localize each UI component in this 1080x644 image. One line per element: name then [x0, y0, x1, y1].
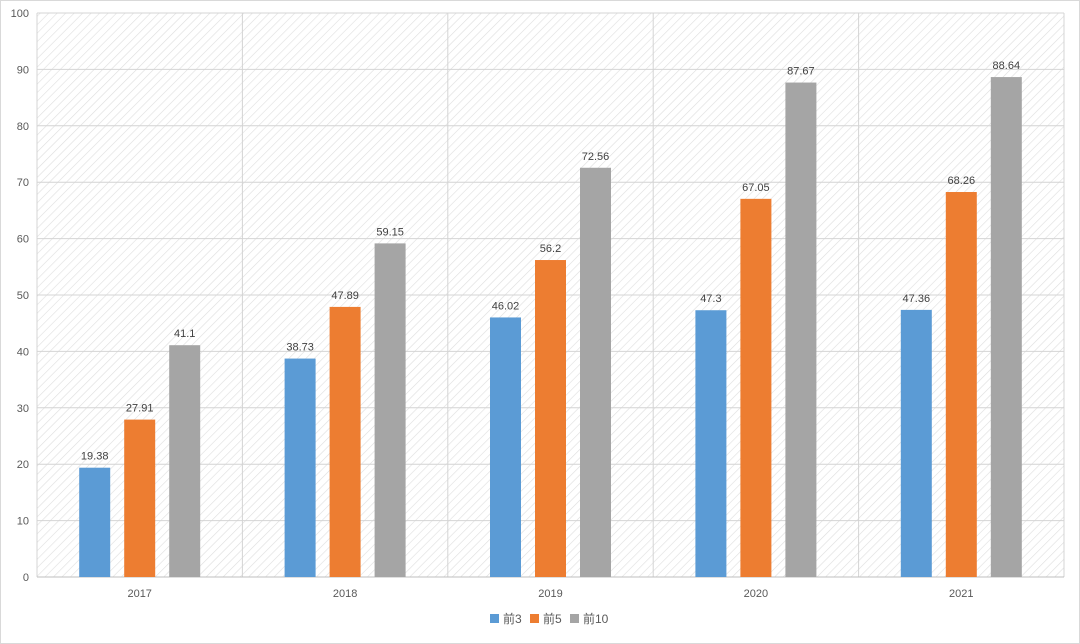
x-tick-label: 2020	[744, 588, 768, 600]
data-label: 47.89	[331, 290, 359, 302]
y-tick-label: 90	[17, 64, 29, 76]
y-tick-label: 60	[17, 234, 29, 246]
data-label: 46.02	[492, 300, 520, 312]
data-label: 59.15	[376, 226, 404, 238]
bar	[695, 310, 727, 577]
bar	[284, 358, 316, 577]
bar	[785, 82, 817, 577]
bar	[535, 260, 566, 577]
y-tick-label: 50	[17, 290, 29, 302]
x-tick-label: 2021	[949, 588, 973, 600]
legend-label: 前3	[503, 611, 522, 626]
data-label: 88.64	[993, 60, 1021, 72]
legend-swatch	[570, 614, 579, 623]
legend-label: 前10	[583, 611, 609, 626]
x-tick-label: 2017	[127, 588, 151, 600]
y-tick-label: 40	[17, 346, 29, 358]
data-label: 72.56	[582, 151, 610, 163]
bar	[490, 317, 521, 577]
data-label: 38.73	[286, 342, 314, 354]
data-labels: 19.38 27.91 41.1 38.73 47.89 59.15 46.02 56.2 72…	[81, 60, 1020, 463]
bar	[900, 309, 932, 577]
bar	[740, 198, 772, 577]
bar	[79, 467, 111, 577]
data-label: 47.36	[903, 293, 931, 305]
bars	[79, 77, 1022, 578]
y-tick-label: 30	[17, 403, 29, 415]
data-label: 47.3	[700, 293, 721, 305]
bar	[169, 345, 201, 577]
x-tick-label: 2018	[333, 588, 357, 600]
data-label: 67.05	[742, 182, 770, 194]
data-label: 19.38	[81, 451, 109, 463]
y-tick-label: 100	[11, 8, 29, 20]
legend: 前3 前5 前10	[490, 611, 609, 626]
data-label: 56.2	[540, 243, 561, 255]
y-tick-label: 80	[17, 121, 29, 133]
data-label: 41.1	[174, 328, 195, 340]
bar	[580, 167, 611, 577]
legend-swatch	[530, 614, 539, 623]
bar	[374, 243, 406, 578]
bar	[329, 306, 361, 577]
data-label: 68.26	[948, 175, 976, 187]
bar	[124, 419, 156, 577]
y-tick-label: 20	[17, 459, 29, 471]
legend-swatch	[490, 614, 499, 623]
y-tick-label: 10	[17, 516, 29, 528]
x-axis: 2017 2018 2019 2020 2021	[127, 588, 973, 600]
x-tick-label: 2019	[538, 588, 562, 600]
y-tick-label: 0	[23, 572, 29, 584]
data-label: 27.91	[126, 403, 154, 415]
y-tick-label: 70	[17, 177, 29, 189]
data-label: 87.67	[787, 66, 815, 78]
legend-label: 前5	[543, 611, 562, 626]
y-axis: 0 10 20 30 40 50 60 70 80 90 100	[11, 8, 29, 584]
bar	[945, 192, 977, 577]
bar	[990, 77, 1022, 577]
